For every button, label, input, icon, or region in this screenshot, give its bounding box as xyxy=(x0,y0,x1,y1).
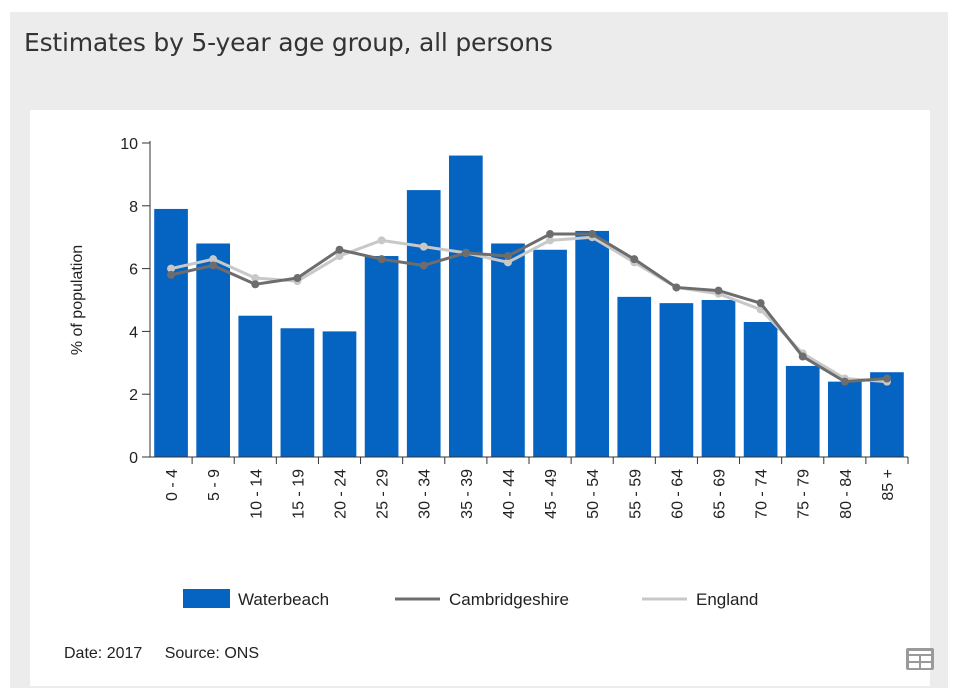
x-tick-label: 70 - 74 xyxy=(754,469,771,519)
bar-5-9 xyxy=(196,243,231,457)
bar-20-24 xyxy=(322,331,357,457)
x-tick-label: 45 - 49 xyxy=(543,469,560,519)
bar-45-49 xyxy=(533,249,567,457)
cambridgeshire-point xyxy=(293,274,302,283)
cambridgeshire-point xyxy=(756,299,765,308)
bar-25-29 xyxy=(364,256,399,457)
cambridgeshire-point xyxy=(461,248,470,257)
england-point xyxy=(167,264,176,273)
cambridgeshire-point xyxy=(167,270,176,279)
x-tick-label: 15 - 19 xyxy=(290,469,307,519)
x-tick-label: 65 - 69 xyxy=(712,469,729,519)
cambridgeshire-point xyxy=(630,255,639,264)
cambridgeshire-point xyxy=(251,280,260,289)
bar-15-19 xyxy=(280,328,315,457)
england-point xyxy=(546,236,555,245)
x-tick-label: 5 - 9 xyxy=(206,469,223,501)
y-tick-label: 10 xyxy=(120,136,138,153)
cambridgeshire-point xyxy=(798,352,807,361)
england-line xyxy=(170,235,888,384)
cambridgeshire-point xyxy=(588,230,597,239)
chart-card: 0 2 4 6 8 10 % of population 0 - 4 5 - 9 10 - 14 1… xyxy=(30,110,930,686)
cambridgeshire-point xyxy=(714,286,723,295)
x-tick-label: 50 - 54 xyxy=(585,469,602,519)
x-tick-label: 35 - 39 xyxy=(459,469,476,519)
legend-label-cambridgeshire: Cambridgeshire xyxy=(449,590,569,609)
x-tick-label: 75 - 79 xyxy=(796,469,813,519)
y-tick-label: 0 xyxy=(129,450,138,467)
legend-label-england: England xyxy=(696,590,758,609)
england-point xyxy=(209,255,218,264)
bar-0-4 xyxy=(154,208,188,457)
x-tick-label: 30 - 34 xyxy=(417,469,434,519)
bar-65-69 xyxy=(701,300,736,457)
england-point xyxy=(419,242,428,251)
england-point xyxy=(503,258,512,267)
bar-35-39 xyxy=(448,155,483,457)
cambridgeshire-point xyxy=(335,245,344,254)
bar-55-59 xyxy=(617,296,652,457)
y-tick-label: 6 xyxy=(129,262,138,279)
y-tick-label: 8 xyxy=(129,199,138,216)
cambridgeshire-point xyxy=(882,374,891,383)
x-tick-label: 0 - 4 xyxy=(164,469,181,501)
y-tick-label: 4 xyxy=(129,324,138,341)
cambridgeshire-point xyxy=(419,261,428,270)
x-tick-label: 80 - 84 xyxy=(838,469,855,519)
cambridgeshire-point xyxy=(209,261,218,270)
y-axis-label: % of population xyxy=(69,245,86,355)
chart-footer: Date: 2017 Source: ONS xyxy=(64,645,277,663)
bar-75-79 xyxy=(785,365,820,457)
england-point xyxy=(335,252,344,261)
cambridgeshire-point xyxy=(840,377,849,386)
cambridgeshire-point xyxy=(503,252,512,261)
bar-50-54 xyxy=(575,230,610,457)
x-tick-label: 40 - 44 xyxy=(501,469,518,519)
bar-40-44 xyxy=(491,243,525,457)
table-icon[interactable] xyxy=(905,647,935,671)
source-label: Source: ONS xyxy=(164,645,259,662)
bar-85+ xyxy=(870,372,904,457)
x-tick-label: 60 - 64 xyxy=(669,469,686,519)
y-tick-label: 2 xyxy=(129,387,138,404)
england-point xyxy=(377,236,386,245)
cambridgeshire-point xyxy=(672,283,681,292)
england-point xyxy=(251,274,260,283)
legend-swatch-waterbeach xyxy=(183,589,230,608)
x-tick-label: 20 - 24 xyxy=(333,469,350,519)
cambridgeshire-point xyxy=(546,230,555,239)
x-tick-label: 25 - 29 xyxy=(375,469,392,519)
bar-10-14 xyxy=(238,315,273,457)
cambridgeshire-line xyxy=(170,232,888,384)
bar-30-34 xyxy=(406,190,441,457)
bar-80-84 xyxy=(827,381,862,457)
bar-60-64 xyxy=(659,303,694,457)
chart-title: Estimates by 5-year age group, all perso… xyxy=(24,28,553,57)
bar-70-74 xyxy=(743,321,778,457)
x-tick-label: 55 - 59 xyxy=(627,469,644,519)
x-tick-label: 85 + xyxy=(880,469,897,501)
cambridgeshire-point xyxy=(377,255,386,264)
date-label: Date: 2017 xyxy=(64,645,143,662)
legend-label-waterbeach: Waterbeach xyxy=(238,590,329,609)
x-tick-label: 10 - 14 xyxy=(248,469,265,519)
age-group-chart: 0 2 4 6 8 10 % of population 0 - 4 5 - 9 10 - 14 1… xyxy=(69,136,909,609)
